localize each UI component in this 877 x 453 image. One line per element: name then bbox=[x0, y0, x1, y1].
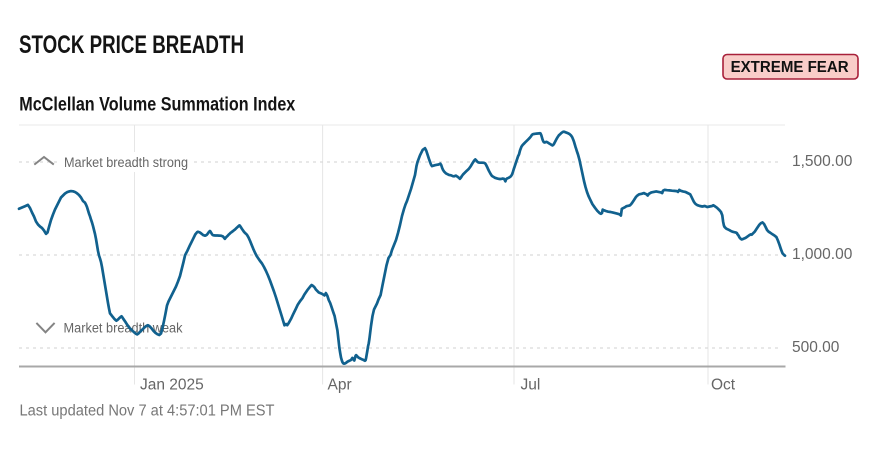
svg-text:EXTREME FEAR: EXTREME FEAR bbox=[731, 59, 849, 76]
svg-text:Apr: Apr bbox=[328, 377, 352, 394]
svg-text:1,500.00: 1,500.00 bbox=[792, 153, 853, 170]
svg-text:Oct: Oct bbox=[711, 377, 736, 394]
svg-text:Jan 2025: Jan 2025 bbox=[140, 377, 204, 394]
svg-text:STOCK PRICE BREADTH: STOCK PRICE BREADTH bbox=[19, 31, 244, 59]
svg-text:500.00: 500.00 bbox=[792, 339, 840, 356]
svg-text:Market breadth strong: Market breadth strong bbox=[64, 155, 188, 170]
svg-text:1,000.00: 1,000.00 bbox=[792, 246, 853, 263]
svg-text:Jul: Jul bbox=[521, 377, 541, 394]
svg-text:McClellan Volume Summation Ind: McClellan Volume Summation Index bbox=[19, 95, 295, 116]
svg-text:Last updated Nov 7 at 4:57:01: Last updated Nov 7 at 4:57:01 PM EST bbox=[20, 403, 275, 420]
